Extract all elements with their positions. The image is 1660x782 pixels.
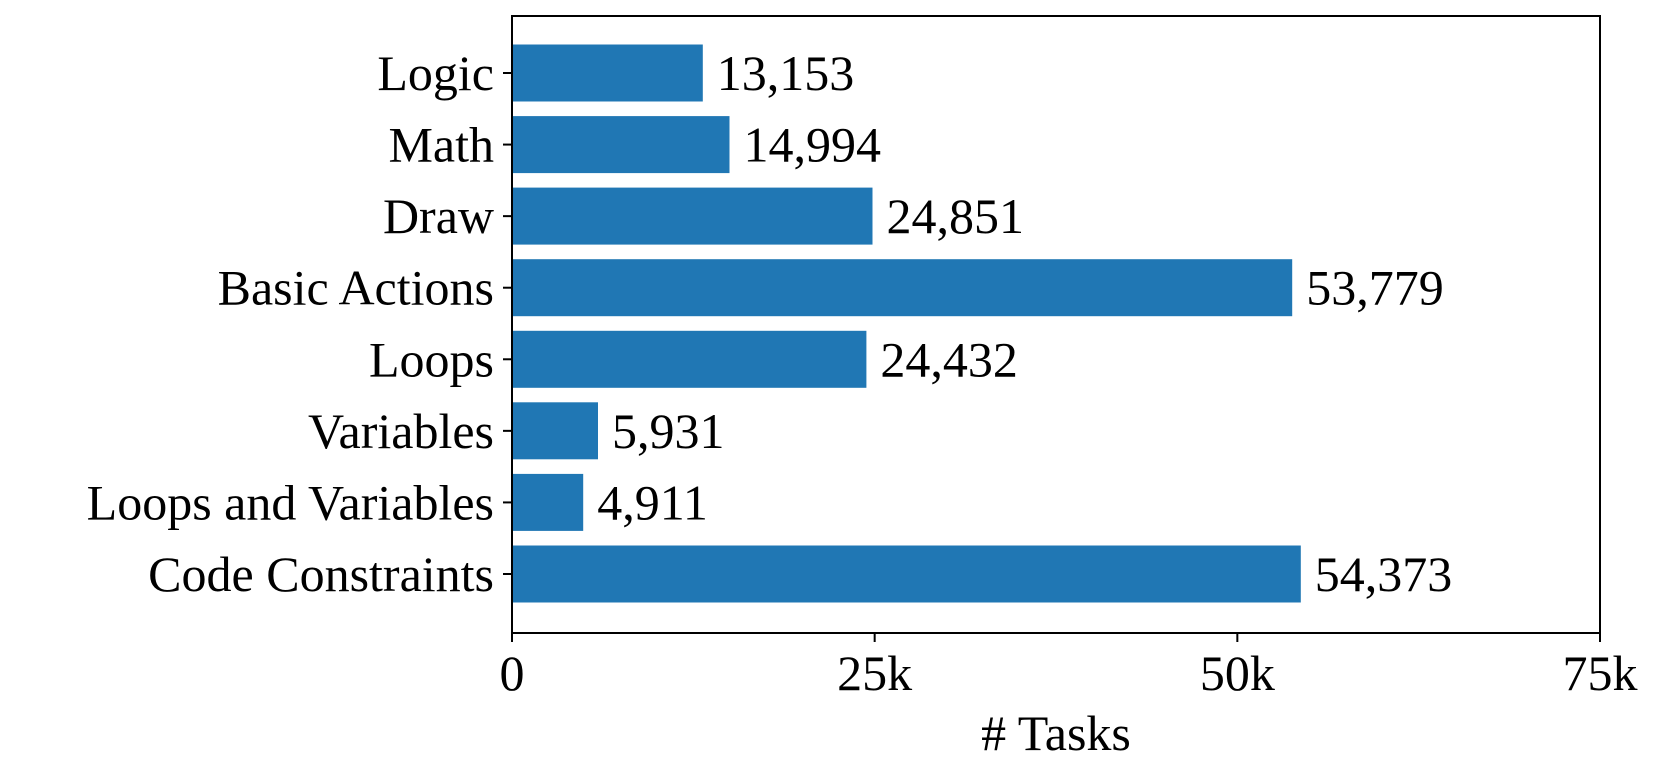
- y-tick-label: Draw: [383, 188, 494, 244]
- data-label: 24,432: [880, 331, 1018, 387]
- x-tick-label: 50k: [1200, 645, 1275, 701]
- data-label: 53,779: [1306, 260, 1444, 316]
- data-label: 13,153: [717, 45, 855, 101]
- bar: [512, 473, 584, 531]
- plot-frame: [511, 15, 1601, 634]
- bar: [512, 44, 703, 102]
- y-tick-label: Variables: [308, 403, 494, 459]
- bar: [512, 116, 730, 174]
- bar: [512, 187, 873, 245]
- y-tick-label: Math: [388, 117, 494, 173]
- y-tick-label: Logic: [377, 45, 494, 101]
- y-tick-label: Loops: [369, 331, 494, 387]
- bar: [512, 545, 1301, 603]
- data-label: 4,911: [597, 474, 708, 530]
- bars-layer: [512, 44, 1301, 603]
- x-tick-label: 0: [500, 645, 525, 701]
- x-axis-title: # Tasks: [981, 705, 1131, 761]
- bar: [512, 330, 867, 388]
- data-label: 24,851: [887, 188, 1025, 244]
- y-tick-label: Loops and Variables: [87, 474, 494, 530]
- ticks-layer: [503, 72, 1601, 642]
- data-label: 54,373: [1315, 546, 1453, 602]
- y-tick-label: Code Constraints: [148, 546, 494, 602]
- x-tick-label: 75k: [1563, 645, 1638, 701]
- data-label: 14,994: [744, 117, 882, 173]
- data-label: 5,931: [612, 403, 725, 459]
- x-tick-label: 25k: [837, 645, 912, 701]
- bar: [512, 402, 598, 460]
- y-tick-label: Basic Actions: [218, 260, 494, 316]
- labels-layer: Logic 13,153 Math 14,994 Draw 24,851 Basic Act…: [87, 45, 1638, 701]
- bar: [512, 259, 1293, 317]
